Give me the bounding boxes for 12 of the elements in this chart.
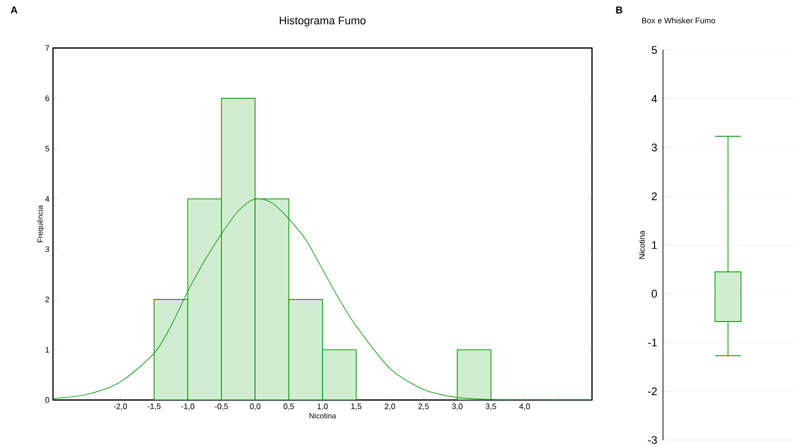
y-tick-label: 4 bbox=[652, 94, 658, 103]
y-tick-label: 3 bbox=[652, 144, 657, 152]
text: A bbox=[10, 6, 18, 14]
y-tick-label: -3 bbox=[648, 436, 657, 444]
y-tick-label: 2 bbox=[652, 192, 657, 200]
y-tick-label: 0 bbox=[652, 290, 657, 298]
y-tick-label: -1 bbox=[648, 338, 657, 346]
y-tick-label: -2 bbox=[648, 387, 657, 396]
text: B bbox=[616, 6, 622, 14]
y-tick-label: 5 bbox=[652, 46, 657, 54]
y-tick-label: 1 bbox=[652, 241, 657, 249]
chart-title: Histograma Fumo bbox=[280, 16, 366, 26]
